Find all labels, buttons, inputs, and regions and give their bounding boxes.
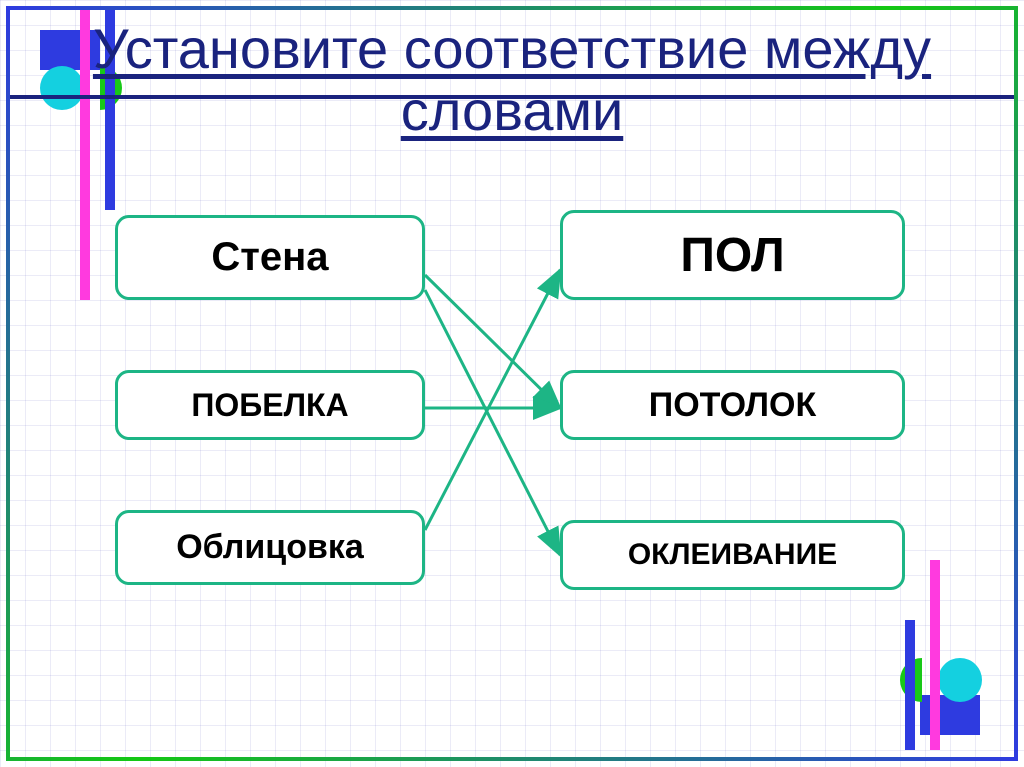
box-label: ПОБЕЛКА (191, 387, 348, 424)
box-label: ОКЛЕИВАНИЕ (628, 538, 837, 572)
box-label: Облицовка (176, 528, 364, 567)
box-potolok: ПОТОЛОК (560, 370, 905, 440)
box-label: ПОЛ (680, 228, 784, 283)
slide-title: Установите соответствие между словами (0, 18, 1024, 141)
deco-br-blue-bar (905, 620, 915, 750)
deco-br-pink-bar (930, 560, 940, 750)
box-oblitsovka: Облицовка (115, 510, 425, 585)
box-pobelka: ПОБЕЛКА (115, 370, 425, 440)
box-okleivanie: ОКЛЕИВАНИЕ (560, 520, 905, 590)
box-label: Стена (211, 235, 328, 280)
deco-br-blue-rect (920, 695, 980, 735)
box-pol: ПОЛ (560, 210, 905, 300)
box-label: ПОТОЛОК (649, 386, 816, 425)
slide: Установите соответствие между словами Ст… (0, 0, 1024, 767)
box-stena: Стена (115, 215, 425, 300)
deco-br-cyan-circle (938, 658, 982, 702)
